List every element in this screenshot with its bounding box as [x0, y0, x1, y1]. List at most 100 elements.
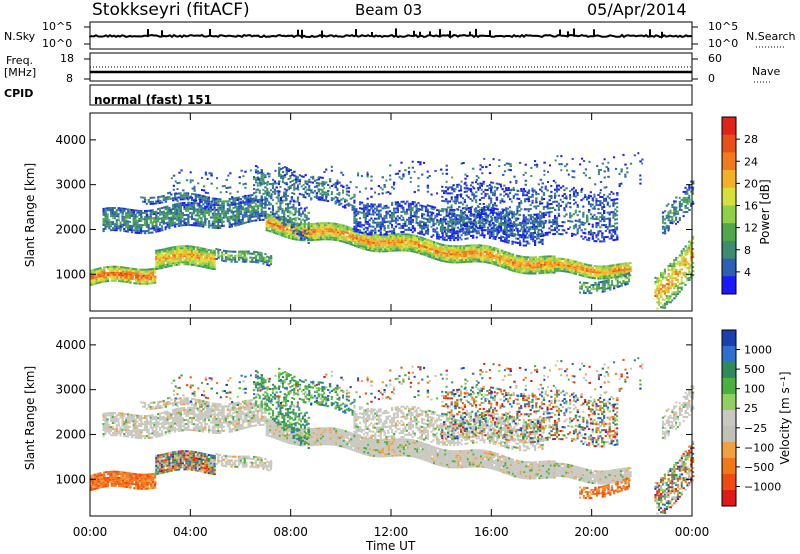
power-cell — [305, 218, 308, 221]
power-cell — [453, 214, 456, 217]
power-cell — [473, 222, 476, 225]
power-cell — [160, 252, 164, 255]
power-cell — [185, 214, 188, 216]
power-cell — [505, 211, 508, 213]
power-cell — [179, 212, 183, 215]
power-cell — [302, 210, 305, 213]
power-cell — [509, 220, 512, 223]
power-cell — [365, 234, 368, 237]
power-cell — [364, 218, 367, 221]
power-cell — [162, 264, 165, 267]
power-cell — [206, 211, 208, 214]
power-cell — [204, 211, 206, 214]
power-cell — [423, 247, 426, 250]
power-cell — [567, 264, 570, 267]
power-cell — [496, 208, 499, 211]
power-cell — [359, 223, 362, 226]
power-cell — [147, 227, 150, 230]
power-cell — [172, 197, 175, 200]
power-cell — [506, 261, 509, 264]
power-cell — [277, 198, 280, 201]
power-cell — [612, 272, 615, 275]
power-cell — [433, 243, 436, 246]
power-cell — [136, 209, 139, 212]
power-cell — [211, 251, 215, 254]
power-cell — [411, 203, 415, 205]
power-cell — [355, 228, 358, 231]
power-cell — [143, 216, 147, 218]
power-cell — [287, 188, 290, 191]
power-cell — [271, 199, 274, 201]
power-cell — [535, 215, 538, 218]
power-cell — [498, 259, 502, 261]
power-cell — [213, 203, 216, 206]
power-cell — [438, 251, 442, 254]
power-cell — [348, 228, 351, 231]
power-cell — [483, 261, 487, 263]
power-cell — [440, 251, 443, 254]
power-cell — [538, 270, 541, 273]
power-cell — [399, 235, 402, 238]
power-cell — [290, 226, 294, 229]
power-cell — [307, 239, 310, 242]
power-cell — [332, 183, 335, 186]
power-cell — [362, 228, 365, 231]
power-cell — [536, 260, 539, 263]
power-cell — [325, 222, 328, 225]
power-cell — [131, 271, 134, 274]
power-cell — [362, 212, 365, 215]
power-cell — [147, 200, 150, 203]
power-cell — [204, 213, 207, 216]
power-cell — [200, 196, 203, 199]
power-cell — [111, 223, 114, 226]
power-cell — [466, 252, 469, 255]
power-cell — [601, 277, 604, 280]
power-cell — [230, 217, 233, 220]
power-cell — [563, 260, 566, 263]
power-cell — [525, 262, 528, 265]
power-cell — [281, 222, 284, 224]
power-cell — [454, 218, 457, 221]
power-cell — [149, 200, 152, 203]
power-cell — [148, 268, 151, 271]
power-cell — [385, 206, 388, 209]
power-cell — [406, 200, 409, 203]
power-cell — [125, 222, 128, 225]
power-cell — [551, 271, 554, 274]
power-cell — [238, 209, 240, 212]
power-cell — [355, 220, 358, 223]
power-cell — [192, 247, 195, 250]
power-cell — [159, 229, 161, 232]
power-cell — [291, 237, 294, 240]
power-cell — [445, 234, 448, 237]
power-cell — [468, 231, 471, 234]
power-cell — [441, 185, 444, 188]
power-cell — [471, 213, 474, 216]
power-cell — [524, 244, 527, 247]
power-cell — [281, 211, 284, 214]
power-cell — [496, 216, 499, 219]
power-cell — [554, 263, 557, 266]
power-cell — [462, 215, 465, 218]
power-cell — [502, 260, 505, 263]
power-cell — [222, 259, 226, 262]
power-cell — [544, 265, 547, 268]
power-cell — [491, 246, 494, 249]
power-cell — [198, 204, 201, 207]
power-cell — [247, 214, 250, 217]
power-cell — [138, 209, 141, 212]
power-cell — [419, 224, 422, 227]
power-cell — [400, 204, 403, 207]
power-cell — [486, 216, 489, 219]
power-cell — [413, 205, 416, 208]
power-cell — [155, 259, 158, 262]
power-cell — [307, 231, 310, 234]
power-cell — [402, 233, 406, 236]
power-cell — [520, 226, 524, 229]
power-cell — [267, 219, 270, 222]
power-cell — [529, 270, 532, 273]
power-cell — [344, 237, 347, 240]
power-cell — [241, 258, 245, 261]
power-cell — [144, 280, 147, 283]
power-cell — [144, 270, 147, 273]
